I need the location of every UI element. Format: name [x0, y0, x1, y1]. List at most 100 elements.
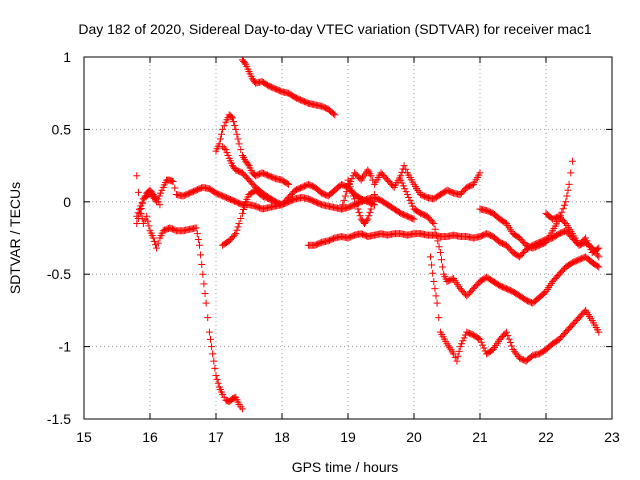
data-point — [227, 113, 235, 121]
data-point — [234, 223, 242, 231]
data-point — [218, 130, 225, 138]
data-point — [433, 299, 441, 307]
x-tick-label: 18 — [274, 429, 290, 445]
data-marks — [133, 56, 603, 413]
data-point — [583, 237, 591, 245]
data-point — [409, 215, 417, 223]
data-point — [403, 191, 411, 199]
data-point — [135, 205, 143, 213]
data-point — [565, 180, 573, 188]
data-point — [201, 290, 209, 298]
data-point — [477, 338, 485, 346]
data-point — [584, 240, 592, 248]
data-point — [431, 225, 439, 233]
data-point — [453, 357, 461, 365]
data-point — [593, 262, 601, 270]
series-h — [304, 227, 603, 261]
chart-title: Day 182 of 2020, Sidereal Day-to-day VTE… — [78, 21, 591, 37]
data-point — [139, 220, 147, 228]
y-tick-label: -1 — [59, 339, 72, 355]
data-point — [505, 335, 513, 343]
data-point — [430, 277, 438, 285]
data-point — [455, 347, 463, 355]
data-point — [346, 183, 354, 191]
data-point — [350, 192, 357, 200]
data-point — [237, 214, 245, 222]
data-point — [209, 350, 217, 358]
data-point — [435, 314, 443, 322]
data-point — [432, 292, 440, 300]
series-g — [238, 56, 339, 119]
data-point — [157, 189, 165, 197]
data-point — [331, 111, 339, 119]
data-point — [216, 135, 224, 143]
data-point — [200, 280, 208, 288]
data-point — [345, 179, 353, 187]
series-i — [337, 162, 484, 213]
data-point — [479, 341, 487, 349]
series-n — [542, 209, 603, 256]
data-point — [450, 350, 458, 358]
y-tick-labels: -1.5 -1 -0.5 0 0.5 1 — [47, 49, 71, 427]
data-point — [344, 176, 352, 184]
data-point — [431, 285, 439, 293]
data-point — [136, 209, 144, 217]
series-c — [133, 186, 164, 228]
data-point — [214, 379, 222, 387]
data-point — [502, 328, 510, 336]
data-point — [234, 135, 242, 143]
data-point — [158, 186, 166, 194]
data-point — [211, 364, 219, 372]
data-point — [560, 201, 568, 209]
data-point — [400, 162, 408, 170]
x-tick-label: 20 — [406, 429, 422, 445]
data-point — [213, 375, 221, 383]
data-point — [595, 328, 603, 336]
data-point — [329, 110, 337, 118]
data-point — [343, 188, 351, 196]
data-point — [434, 237, 442, 245]
data-point — [141, 192, 149, 200]
data-point — [347, 186, 355, 194]
data-point — [285, 180, 293, 188]
data-point — [144, 217, 152, 225]
data-point — [409, 202, 417, 210]
data-point — [339, 201, 347, 209]
data-point — [202, 299, 210, 307]
data-point — [356, 212, 364, 220]
data-point — [595, 244, 603, 252]
data-point — [558, 208, 566, 216]
data-point — [564, 186, 572, 194]
data-point — [220, 144, 228, 152]
data-point — [137, 205, 145, 213]
data-point — [208, 343, 216, 351]
data-point — [235, 220, 243, 228]
data-point — [207, 335, 214, 343]
data-point — [435, 243, 443, 251]
data-point — [224, 151, 232, 159]
data-point — [428, 218, 436, 226]
data-point — [354, 205, 362, 213]
y-tick-label: 1 — [63, 49, 71, 65]
data-point — [407, 199, 415, 207]
y-tick-label: -0.5 — [47, 266, 71, 282]
data-point — [223, 149, 231, 157]
data-point — [219, 143, 227, 151]
data-point — [370, 201, 378, 209]
data-point — [398, 179, 406, 187]
data-point — [456, 343, 464, 351]
data-point — [194, 235, 202, 243]
data-point — [337, 205, 345, 213]
data-point — [241, 59, 249, 67]
data-point — [475, 334, 483, 342]
data-point — [154, 198, 162, 206]
data-point — [439, 263, 447, 271]
data-point — [171, 184, 179, 192]
data-point — [215, 140, 223, 148]
data-point — [199, 270, 207, 278]
data-point — [219, 390, 227, 398]
x-axis-label: GPS time / hours — [292, 459, 399, 475]
data-point — [367, 205, 375, 213]
data-point — [595, 253, 603, 261]
data-point — [229, 114, 236, 122]
